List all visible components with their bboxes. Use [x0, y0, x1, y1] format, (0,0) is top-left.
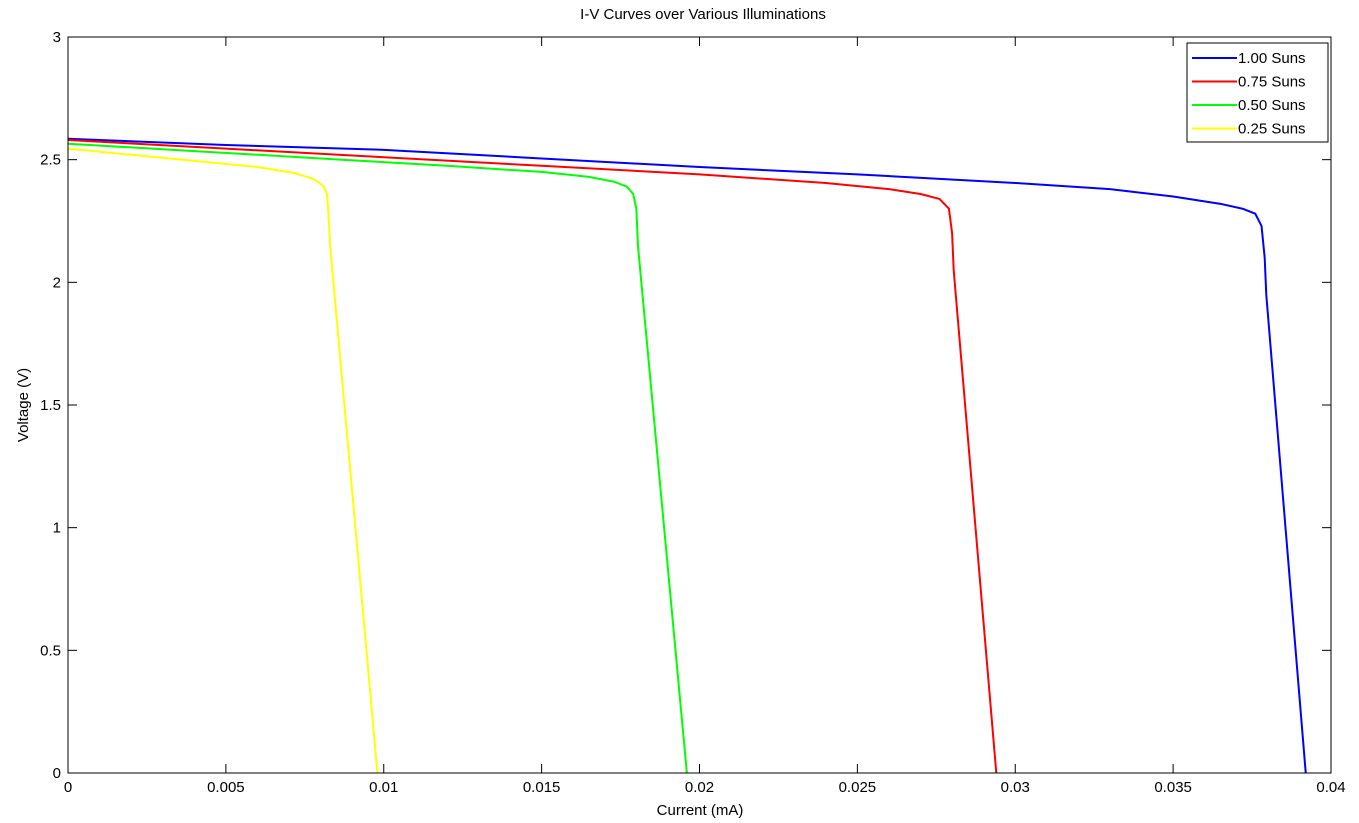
- y-tick-labels: 0 0.5 1 1.5 2 2.5 3: [40, 29, 61, 782]
- x-tick-label: 0.005: [207, 779, 245, 796]
- x-tick-label: 0.04: [1316, 779, 1345, 796]
- legend-label: 0.25 Suns: [1238, 121, 1306, 138]
- legend-label: 1.00 Suns: [1238, 50, 1306, 67]
- series-layer: [67, 137, 1307, 774]
- x-tick-label: 0.01: [369, 779, 398, 796]
- series-line-4: [67, 147, 379, 774]
- x-tick-label: 0.02: [685, 779, 714, 796]
- x-tick-label: 0.03: [1001, 779, 1030, 796]
- x-tick-label: 0.025: [839, 779, 877, 796]
- legend-label: 0.50 Suns: [1238, 97, 1306, 114]
- y-tick-label: 3: [53, 29, 61, 46]
- y-tick-label: 0: [53, 765, 61, 782]
- x-axis-label: Current (mA): [657, 802, 744, 819]
- y-tick-label: 1.5: [40, 397, 61, 414]
- y-tick-label: 1: [53, 520, 61, 537]
- y-tick-label: 0.5: [40, 642, 61, 659]
- x-tick-label: 0.035: [1154, 779, 1192, 796]
- legend-box: [1186, 42, 1329, 143]
- x-tick-label: 0: [64, 779, 72, 796]
- legend: 1.00 Suns 0.75 Suns 0.50 Suns 0.25 Suns: [1186, 42, 1329, 143]
- series-line-1: [67, 137, 1307, 774]
- legend-entries: 1.00 Suns 0.75 Suns 0.50 Suns 0.25 Suns: [1192, 50, 1306, 138]
- x-tick-labels: 0 0.005 0.01 0.015 0.02 0.025 0.03 0.035 0.04: [64, 779, 1346, 796]
- series-line-3: [67, 142, 688, 774]
- ticks-layer: [67, 36, 1332, 774]
- y-tick-label: 2.5: [40, 152, 61, 169]
- series-line-2: [67, 139, 998, 774]
- legend-label: 0.75 Suns: [1238, 74, 1306, 91]
- y-axis-label: Voltage (V): [15, 368, 32, 442]
- y-tick-label: 2: [53, 274, 61, 291]
- chart-title: I-V Curves over Various Illuminations: [580, 6, 826, 23]
- x-tick-label: 0.015: [523, 779, 561, 796]
- plot-area: [68, 37, 1331, 773]
